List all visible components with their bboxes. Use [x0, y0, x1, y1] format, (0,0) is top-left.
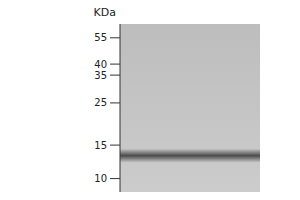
chart: 55 4035 25 15 10 KDa — [0, 0, 300, 200]
tick — [110, 178, 120, 179]
tick-label: 55 — [94, 32, 107, 43]
gel-background — [120, 24, 260, 192]
tick — [110, 64, 120, 65]
tick-label: 40 — [94, 59, 107, 70]
tick-label: 25 — [94, 97, 107, 108]
bands — [120, 149, 260, 163]
tick-label: 10 — [94, 173, 107, 184]
tick — [110, 102, 120, 103]
chart-container: 55 4035 25 15 10 KDa — [0, 0, 300, 200]
tick — [110, 37, 120, 38]
tick — [110, 145, 120, 146]
tick-label: 15 — [94, 140, 107, 151]
tick-label: 35 — [94, 70, 107, 81]
tick — [110, 75, 120, 76]
band — [120, 149, 260, 163]
axis-label: KDa — [94, 6, 116, 19]
y-axis — [120, 24, 121, 192]
